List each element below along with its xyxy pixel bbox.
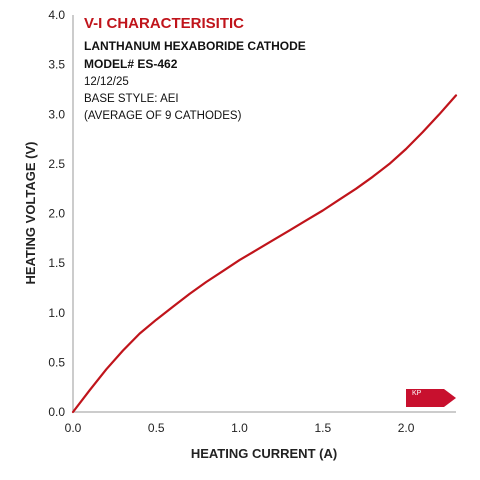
subtitle-line-1: LANTHANUM HEXABORIDE CATHODE: [84, 39, 306, 53]
chart-title: V-I CHARACTERISITIC: [84, 15, 244, 32]
x-tick-label: 1.5: [314, 421, 331, 435]
axes: [72, 15, 456, 413]
y-tick-label: 2.0: [48, 207, 65, 221]
y-tick-labels: 0.0 0.5 1.0 1.5 2.0 2.5 3.0 3.5 4.0: [48, 8, 65, 419]
x-tick-labels: 0.0 0.5 1.0 1.5 2.0: [65, 421, 415, 435]
logo-arrow-shape: [406, 389, 456, 407]
y-tick-label: 4.0: [48, 8, 65, 22]
series-line: [71, 94, 458, 414]
y-tick-label: 3.0: [48, 107, 65, 121]
x-tick-label: 0.0: [65, 421, 82, 435]
y-tick-label: 1.5: [48, 256, 65, 270]
subtitle-line-2: MODEL# ES-462: [84, 57, 178, 71]
y-axis-title: HEATING VOLTAGE (V): [23, 142, 38, 285]
y-tick-label: 2.5: [48, 157, 65, 171]
y-tick-label: 1.0: [48, 306, 65, 320]
x-tick-label: 1.0: [231, 421, 248, 435]
subtitle-line-5: (AVERAGE OF 9 CATHODES): [84, 110, 242, 122]
y-tick-label: 0.5: [48, 355, 65, 369]
x-axis-title: HEATING CURRENT (A): [191, 446, 337, 461]
logo-text: KP: [412, 390, 422, 397]
subtitle-line-4: BASE STYLE: AEI: [84, 93, 179, 105]
x-tick-label: 2.0: [398, 421, 415, 435]
x-tick-label: 0.5: [148, 421, 165, 435]
chart-title-block: V-I CHARACTERISITIC LANTHANUM HEXABORIDE…: [84, 15, 306, 122]
y-tick-label: 0.0: [48, 405, 65, 419]
kp-logo: KP: [406, 389, 456, 407]
y-tick-label: 3.5: [48, 58, 65, 72]
subtitle-line-3: 12/12/25: [84, 76, 129, 88]
